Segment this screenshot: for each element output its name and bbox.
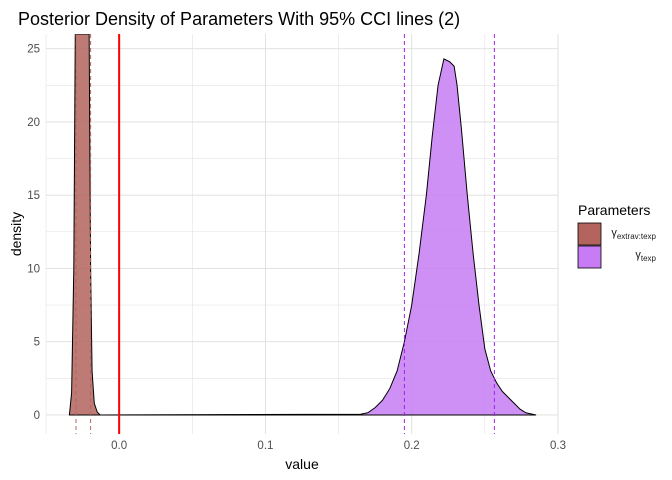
y-tick-label: 15: [27, 190, 40, 202]
density-area-2: [97, 58, 537, 416]
legend-label-extrav-texp: γextrav:texp: [611, 227, 656, 241]
y-tick-label: 25: [27, 44, 40, 56]
y-tick-label: 0: [34, 410, 40, 422]
chart-title: Posterior Density of Parameters With 95%…: [18, 9, 460, 29]
y-axis-title: density: [8, 212, 24, 256]
y-tick-label: 5: [34, 337, 40, 349]
legend: Parameters γextrav:texp γtexp: [577, 202, 657, 269]
legend-title: Parameters: [578, 202, 650, 218]
legend-key-texp: [577, 245, 602, 269]
x-tick-label: 0.1: [257, 440, 273, 452]
x-tick-label: 0.0: [111, 440, 127, 452]
x-tick-label: 0.3: [550, 440, 566, 452]
legend-key-extrav-texp: [577, 222, 602, 246]
y-tick-label: 20: [27, 117, 40, 129]
x-axis-title: value: [285, 456, 319, 472]
y-tick-label: 10: [27, 263, 40, 275]
ci-lines: [75, 34, 495, 434]
y-tick-labels: 0 5 10 15 20 25: [27, 44, 40, 422]
legend-label-texp: γtexp: [635, 249, 656, 263]
x-tick-label: 0.2: [404, 440, 420, 452]
x-tick-labels: 0.0 0.1 0.2 0.3: [111, 440, 566, 452]
